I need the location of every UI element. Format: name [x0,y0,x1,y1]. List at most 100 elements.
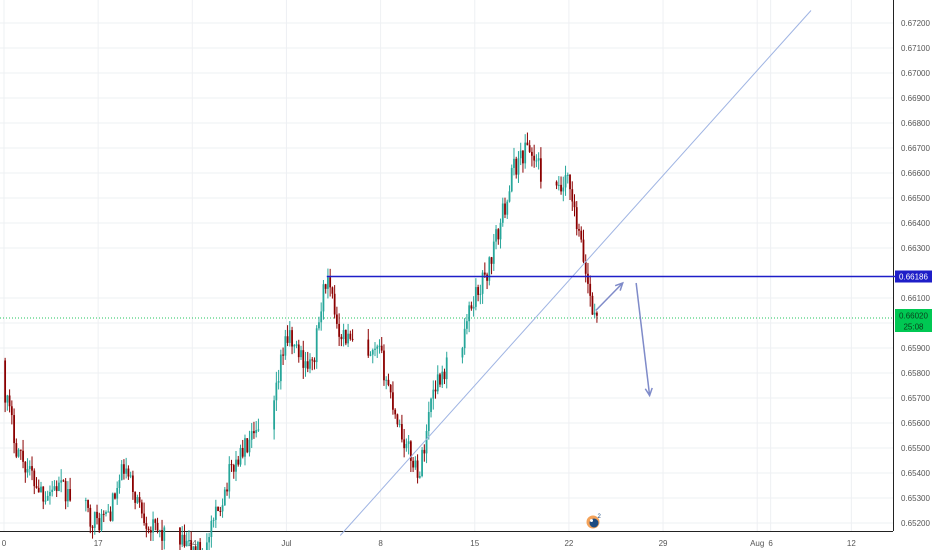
candle-body [526,142,529,146]
candle-body [136,497,139,503]
candle-body [250,431,253,440]
candle-body [580,230,583,240]
candle-body [129,475,132,477]
candle-body [369,354,372,356]
candle-body [389,384,392,393]
candle-body [569,174,571,190]
candle-body [49,491,51,496]
candle-body [468,305,471,322]
candle-body [293,344,296,347]
candle-body [329,277,332,288]
candle-body [102,513,105,515]
candle-body [430,398,432,413]
candle-body [374,348,376,350]
candle-body [436,374,439,392]
candle-body [445,357,448,380]
candle-body [107,511,110,513]
candle-body [466,321,468,329]
candle-body [248,439,251,453]
projection-arrows[interactable] [595,281,653,398]
y-tick-label: 0.65800 [901,369,930,378]
candle-body [255,430,258,434]
candle-body [596,312,598,316]
candle-body [423,449,426,454]
candle-body [504,203,506,215]
candle-body [210,520,213,537]
candle-body [313,360,316,363]
projection-arrow[interactable] [635,282,651,396]
candle-body [414,460,417,468]
candle-body [219,510,222,512]
candle-body [306,361,309,369]
candle-body [105,512,107,514]
candle-body [66,489,69,502]
candle-body [89,507,92,527]
candles [4,132,598,550]
x-tick-label: 8 [378,539,383,548]
candle-body [589,283,592,296]
candle-body [31,466,33,471]
candle-body [277,381,280,383]
candle-body [22,450,24,462]
candle-body [26,468,29,473]
candle-body [120,464,123,481]
candle-body [257,429,260,431]
x-tick-label: 15 [470,539,479,548]
x-tick-label: 12 [847,539,856,548]
candle-body [555,181,558,186]
candle-body [409,441,412,461]
candle-body [297,344,300,358]
candle-body [156,522,159,531]
candle-body [190,540,193,550]
candle-body [322,284,325,312]
x-tick-label: 24 [188,539,197,548]
candle-body [495,229,497,242]
candle-body [143,513,146,524]
level-price-label: 0.66186 [899,273,928,282]
y-tick-label: 0.66700 [901,144,930,153]
projection-arrowhead [614,281,624,291]
candle-body [378,345,381,347]
candle-body [288,330,291,343]
candle-body [539,158,542,182]
projection-arrow[interactable] [595,282,624,312]
candle-body [327,277,329,289]
candle-body [284,336,287,356]
candle-body [84,500,87,502]
candle-body [114,493,116,499]
candle-body [55,486,58,492]
y-tick-label: 0.65300 [901,494,930,503]
candle-body [192,546,195,550]
candle-body [62,480,65,482]
candle-body [481,272,484,294]
candle-body [223,489,226,506]
candle-body [228,464,231,492]
ascending-trendline[interactable] [339,10,812,536]
candle-body [425,430,428,454]
candle-body [163,527,166,541]
candle-body [335,314,338,324]
candle-body [205,542,208,550]
candle-body [51,489,54,492]
candle-body [311,359,314,361]
candle-body [324,284,327,289]
candle-body [214,506,217,520]
candle-body [197,542,199,550]
candle-body [158,529,161,531]
y-tick-label: 0.65600 [901,419,930,428]
candle-body [560,184,562,192]
candle-body [300,350,302,358]
candle-body [318,322,320,329]
candle-body [421,449,423,477]
candle-body [405,443,408,449]
candle-body [320,311,323,323]
candle-body [145,523,148,529]
y-tick-label: 0.67100 [901,44,930,53]
candle-body [347,333,349,344]
candle-body [183,534,186,547]
candle-body [591,295,594,315]
candle-body [302,350,305,368]
candle-body [232,465,235,472]
candle-body [383,350,385,381]
